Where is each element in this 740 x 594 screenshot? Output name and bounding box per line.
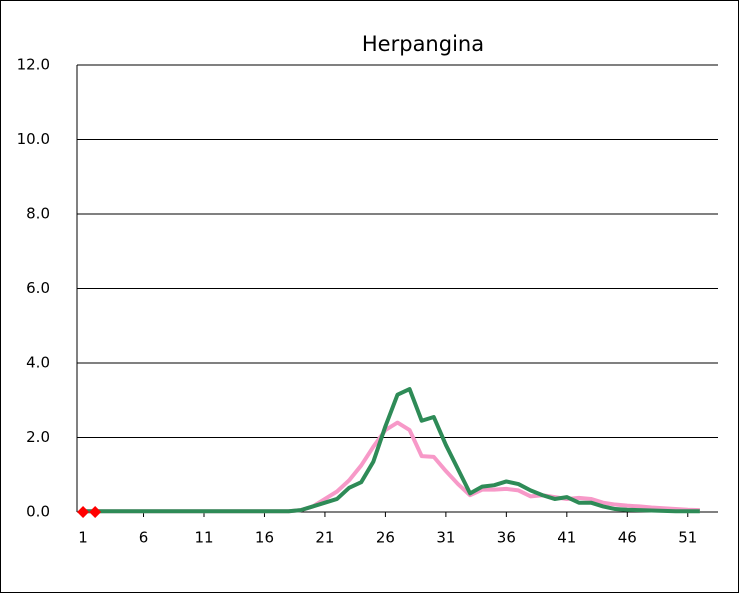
x-tick-label: 46 bbox=[618, 529, 637, 547]
line bbox=[83, 387, 700, 514]
chart-title: Herpangina bbox=[362, 32, 484, 56]
x-tick-label: 1 bbox=[78, 529, 88, 547]
x-tick-label: 51 bbox=[678, 529, 697, 547]
y-tick-label: 6.0 bbox=[26, 279, 50, 297]
y-tick-label: 12.0 bbox=[17, 56, 50, 74]
y-tick-label: 4.0 bbox=[26, 354, 50, 372]
y-tick-label: 8.0 bbox=[26, 205, 50, 223]
x-tick-label: 6 bbox=[139, 529, 149, 547]
marker bbox=[89, 506, 102, 518]
y-tick-label: 0.0 bbox=[26, 503, 50, 521]
x-tick-label: 36 bbox=[497, 529, 516, 547]
x-tick-label: 41 bbox=[557, 529, 576, 547]
x-tick-label: 31 bbox=[436, 529, 455, 547]
x-tick-label: 16 bbox=[255, 529, 274, 547]
marker bbox=[77, 506, 90, 518]
y-tick-label: 10.0 bbox=[17, 130, 50, 148]
x-tick-label: 11 bbox=[194, 529, 213, 547]
y-tick-label: 2.0 bbox=[26, 428, 50, 446]
x-tick-label: 21 bbox=[315, 529, 334, 547]
x-tick-label: 26 bbox=[376, 529, 395, 547]
